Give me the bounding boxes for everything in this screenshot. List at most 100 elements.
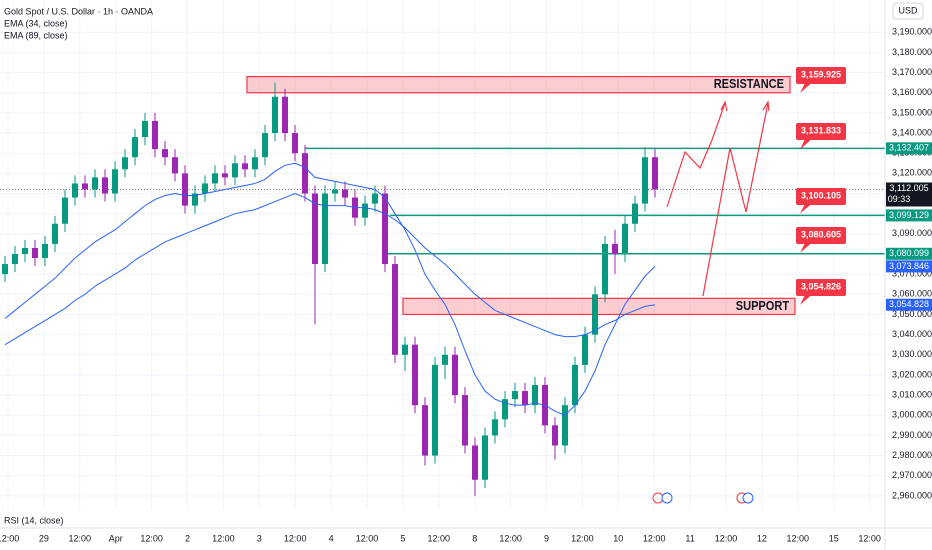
candle-body	[122, 157, 128, 170]
x-tick-label: 12:00	[428, 533, 451, 543]
candle-body	[612, 243, 618, 254]
price-tag	[886, 247, 932, 260]
x-tick-label: 12:00	[643, 533, 666, 543]
y-tick-label: 3,140.000	[892, 127, 932, 137]
candle-body	[372, 193, 378, 204]
candle-body	[182, 173, 188, 206]
price-tag	[886, 298, 932, 311]
price-tag-label: 3,054.828	[889, 299, 929, 309]
candle-body	[282, 96, 288, 134]
candle-body	[572, 364, 578, 406]
candle-body	[602, 243, 608, 295]
x-tick-label: 9	[544, 533, 549, 543]
annotation-label: 3,100.105	[801, 190, 841, 200]
x-tick-label: 12:00	[140, 533, 163, 543]
x-tick-label: 12:00	[212, 533, 235, 543]
candle-body	[292, 133, 298, 154]
ema-line	[4, 162, 656, 416]
candle-body	[502, 399, 508, 420]
x-tick-label: 2	[185, 533, 190, 543]
x-tick-label: 12:00	[284, 533, 307, 543]
candle-body	[522, 391, 528, 406]
candle-body	[262, 133, 268, 158]
candle-body	[562, 405, 568, 446]
y-tick-label: 3,170.000	[892, 67, 932, 77]
y-tick-label: 2,970.000	[892, 470, 932, 480]
candle-body	[552, 425, 558, 446]
annotation-box	[796, 227, 846, 244]
candle-body	[652, 157, 658, 190]
candle-body	[382, 193, 388, 265]
x-tick-label: 11	[685, 533, 694, 543]
candle-body	[152, 120, 158, 150]
candle-body	[412, 344, 418, 406]
candle-body	[312, 193, 318, 265]
price-tag-label: 3,099.129	[889, 210, 929, 220]
x-tick-label: 15	[829, 533, 839, 543]
zone	[246, 76, 791, 94]
y-tick-label: 3,190.000	[892, 27, 932, 37]
candle-body	[452, 354, 458, 396]
candle-body	[242, 163, 248, 170]
candle-body	[402, 344, 408, 355]
candle-body	[512, 391, 518, 400]
annotation-label: 3,131.833	[801, 125, 841, 135]
rsi-label: RSI (14, close)	[4, 515, 64, 525]
candle-body	[642, 157, 648, 204]
candle-body	[142, 120, 148, 138]
candle-body	[632, 203, 638, 224]
candle-body	[2, 264, 8, 275]
x-tick-label: Apr	[109, 533, 123, 543]
currency-button[interactable]	[892, 2, 924, 20]
annotation-label: 3,054.826	[801, 281, 841, 291]
x-tick-label: 12:00	[571, 533, 594, 543]
candle-body	[112, 169, 118, 194]
candle-body	[12, 253, 18, 265]
x-tick-label: 12:00	[715, 533, 738, 543]
candle-body	[162, 149, 168, 158]
chart-title: Gold Spot / U.S. Dollar · 1h · OANDA	[4, 6, 153, 16]
x-tick-label: 12	[757, 533, 767, 543]
x-tick-label: 8	[472, 533, 477, 543]
candle-body	[592, 294, 598, 335]
y-tick-label: 3,030.000	[892, 349, 932, 359]
x-tick-label: 29	[39, 533, 49, 543]
y-tick-label: 3,040.000	[892, 329, 932, 339]
annotation-label: 3,159.925	[801, 69, 841, 79]
y-tick-label: 3,180.000	[892, 47, 932, 57]
candle-body	[192, 193, 198, 206]
currency-label: USD	[898, 5, 918, 15]
y-tick-label: 3,070.000	[892, 269, 932, 279]
x-tick-label: 5	[400, 533, 405, 543]
candle-body	[302, 153, 308, 194]
candle-body	[72, 183, 78, 198]
candle-body	[392, 264, 398, 355]
candle-body	[482, 435, 488, 480]
candle-body	[102, 177, 108, 194]
y-tick-label: 2,960.000	[892, 490, 932, 500]
price-tag	[886, 209, 932, 222]
candle-body	[422, 405, 428, 456]
candle-body	[82, 183, 88, 190]
candle-body	[22, 247, 28, 254]
candle-body	[272, 96, 278, 134]
zone	[402, 297, 796, 316]
y-tick-label: 3,090.000	[892, 228, 932, 238]
candle-body	[432, 364, 438, 456]
x-tick-label: 10	[613, 533, 623, 543]
countdown-label: 09:33	[888, 194, 911, 204]
candle-body	[362, 203, 368, 218]
annotation-box	[796, 188, 846, 205]
candle-body	[222, 173, 228, 178]
candle-body	[322, 193, 328, 265]
x-tick-label: 12:00	[858, 533, 881, 543]
y-tick-label: 3,010.000	[892, 389, 932, 399]
price-tag-label: 3,080.099	[889, 248, 929, 258]
candle-body	[52, 223, 58, 244]
x-tick-label: 12:00	[499, 533, 522, 543]
candle-body	[62, 197, 68, 224]
x-tick-label: 12:00	[69, 533, 92, 543]
candle-body	[32, 247, 38, 259]
last-price-label: 3,112.005	[889, 183, 928, 193]
